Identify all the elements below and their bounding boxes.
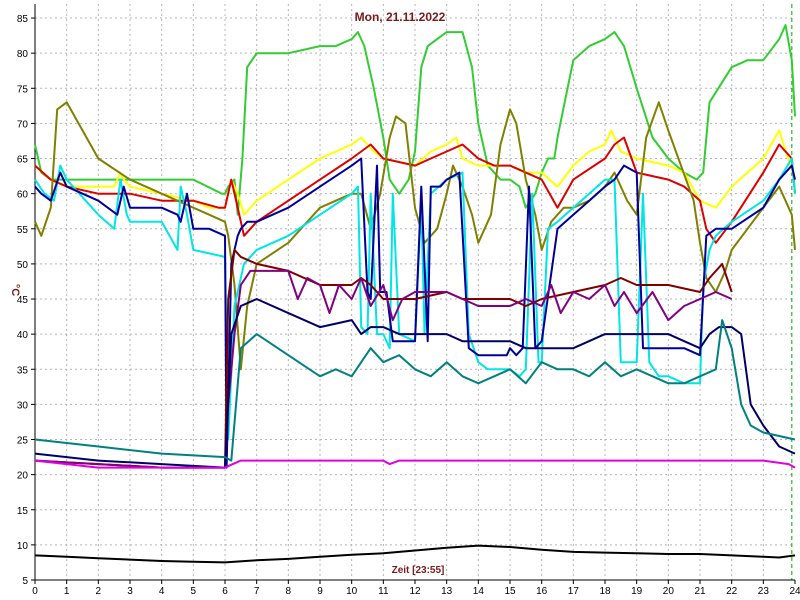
x-tick-label: 24 bbox=[789, 586, 800, 597]
x-tick-label: 19 bbox=[631, 586, 643, 597]
x-tick-label: 20 bbox=[663, 586, 675, 597]
x-tick-label: 0 bbox=[32, 586, 38, 597]
series-line-7 bbox=[34, 248, 733, 469]
x-tick-label: 18 bbox=[599, 586, 611, 597]
y-tick-label: 85 bbox=[17, 14, 29, 25]
y-tick-label: 80 bbox=[17, 49, 29, 60]
y-tick-label: 50 bbox=[17, 260, 29, 271]
labels: Mon, 21.11.2022 Zeit [23:55] °C bbox=[9, 10, 446, 576]
y-tick-label: 60 bbox=[17, 190, 29, 201]
y-tick-label: 75 bbox=[17, 84, 29, 95]
x-tick-label: 21 bbox=[694, 586, 706, 597]
y-tick-label: 10 bbox=[17, 541, 29, 552]
x-tick-label: 15 bbox=[504, 586, 516, 597]
series-line-12 bbox=[34, 544, 796, 564]
x-tick-label: 23 bbox=[758, 586, 770, 597]
axes: 0 1 2 3 4 5 6 7 8 9 10 11 12 13 14 15 16 17 18 19 20 21 22 23 24… bbox=[17, 4, 800, 597]
y-tick-label: 55 bbox=[17, 225, 29, 236]
x-tick-label: 3 bbox=[127, 586, 133, 597]
y-tick-label: 65 bbox=[17, 155, 29, 166]
x-tick-label: 2 bbox=[96, 586, 102, 597]
series-line-10 bbox=[34, 319, 796, 462]
series-line-3 bbox=[34, 136, 796, 244]
y-tick-label: 40 bbox=[17, 330, 29, 341]
x-tick-label: 8 bbox=[286, 586, 292, 597]
series-line-8 bbox=[34, 269, 733, 469]
y-tick-label: 15 bbox=[17, 506, 29, 517]
y-axis-label: °C bbox=[9, 284, 21, 296]
chart-title: Mon, 21.11.2022 bbox=[355, 10, 446, 24]
x-tick-label: 14 bbox=[473, 586, 485, 597]
y-tick-label: 45 bbox=[17, 295, 29, 306]
series-line-9 bbox=[34, 298, 796, 469]
x-tick-label: 7 bbox=[254, 586, 260, 597]
y-tick-label: 30 bbox=[17, 400, 29, 411]
series-lines bbox=[34, 24, 796, 564]
x-tick-label: 1 bbox=[64, 586, 70, 597]
x-tick-label: 22 bbox=[726, 586, 738, 597]
series-line-11 bbox=[34, 459, 796, 469]
x-tick-label: 10 bbox=[346, 586, 358, 597]
x-tick-label: 4 bbox=[159, 586, 165, 597]
y-tick-label: 35 bbox=[17, 365, 29, 376]
x-tick-label: 6 bbox=[222, 586, 228, 597]
x-tick-label: 16 bbox=[536, 586, 548, 597]
x-tick-label: 12 bbox=[409, 586, 421, 597]
x-tick-label: 11 bbox=[378, 586, 389, 597]
series-line-4 bbox=[34, 101, 796, 371]
x-tick-label: 5 bbox=[191, 586, 197, 597]
x-tick-label: 17 bbox=[568, 586, 580, 597]
y-tick-label: 25 bbox=[17, 436, 29, 447]
x-tick-label: 9 bbox=[317, 586, 323, 597]
y-tick-label: 70 bbox=[17, 119, 29, 130]
x-tick-label: 13 bbox=[441, 586, 453, 597]
y-tick-label: 20 bbox=[17, 471, 29, 482]
x-axis-label: Zeit [23:55] bbox=[392, 565, 445, 576]
y-tick-label: 5 bbox=[22, 576, 28, 587]
series-line-6 bbox=[34, 157, 796, 469]
